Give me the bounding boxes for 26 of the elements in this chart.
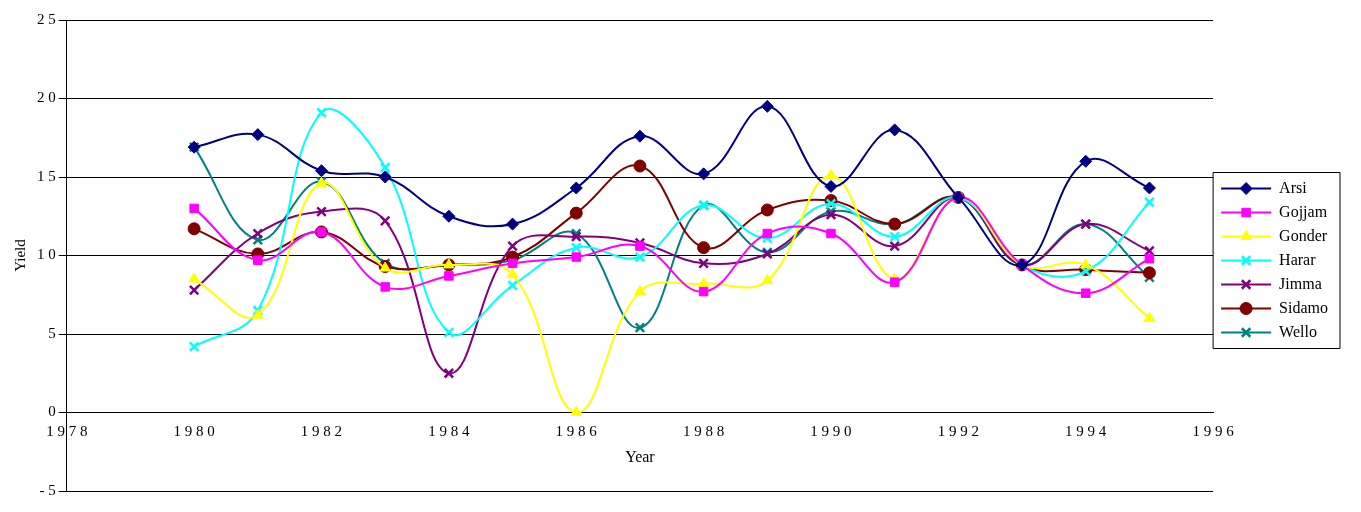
y-tick-label: 2 0 <box>37 89 56 106</box>
x-tick-label: 1 9 8 8 <box>682 423 725 440</box>
x-tick-label: 1 9 9 4 <box>1065 423 1107 440</box>
y-tick-label: 2 5 <box>37 10 56 27</box>
legend-label: Sidamo <box>1279 298 1328 316</box>
x-tick-label: 1 9 7 8 <box>46 423 88 440</box>
legend-label: Jimma <box>1279 274 1322 292</box>
x-tick-label: 1 9 8 6 <box>555 423 598 440</box>
y-tick-label: 0 <box>48 403 56 420</box>
x-tick-label: 1 9 8 4 <box>428 423 470 440</box>
x-tick-label: 1 9 9 0 <box>810 423 852 440</box>
x-tick-label: 1 9 9 6 <box>1192 423 1235 440</box>
x-tick-label: 1 9 8 2 <box>300 423 343 440</box>
y-tick-label: 1 0 <box>37 246 56 263</box>
x-tick-label: 1 9 8 0 <box>173 423 215 440</box>
legend-label: Wello <box>1279 322 1317 340</box>
y-tick-label: 1 5 <box>37 167 56 184</box>
x-axis-title: Year <box>625 448 656 466</box>
y-tick-label: - 5 <box>39 481 56 498</box>
legend-label: Harar <box>1279 250 1317 268</box>
legend-label: Gojjam <box>1279 202 1328 221</box>
legend-label: Arsi <box>1279 178 1308 196</box>
x-tick-label: 1 9 9 2 <box>937 423 979 440</box>
legend-label: Gonder <box>1279 226 1328 244</box>
y-tick-label: 5 <box>48 324 56 341</box>
y-axis-title: Yield <box>11 238 28 272</box>
